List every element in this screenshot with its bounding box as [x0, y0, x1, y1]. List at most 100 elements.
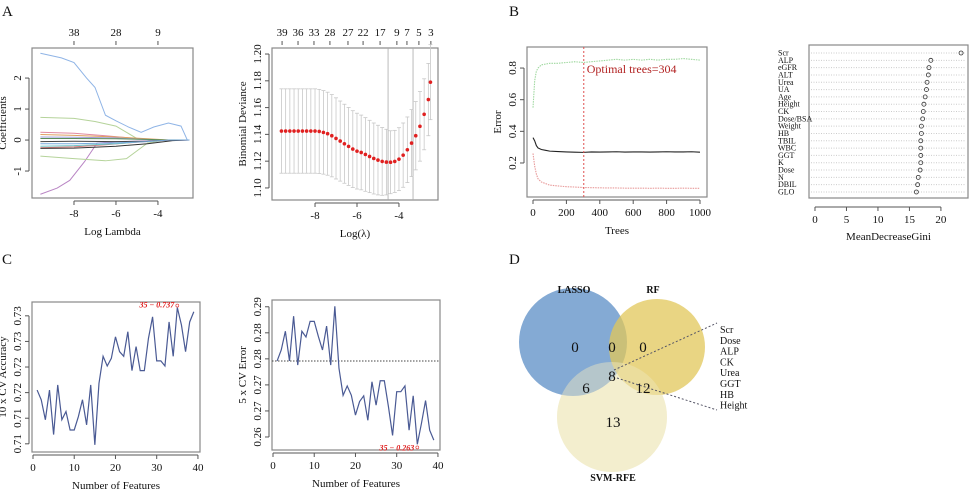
- deviance-point: [426, 97, 431, 102]
- top-tick-label: 3: [428, 27, 434, 39]
- y-axis-title: Binomial Deviance: [237, 81, 249, 166]
- plot-frame: [808, 44, 969, 199]
- feature-label: HB: [778, 129, 789, 138]
- y-tick-label: 0.28: [252, 349, 264, 369]
- feature-label: UA: [778, 85, 790, 94]
- importance-point: [958, 50, 964, 56]
- feature-label: CK: [778, 107, 789, 116]
- deviance-point: [422, 112, 426, 117]
- deviance-point: [392, 159, 397, 164]
- shared-gene: GGT: [720, 379, 741, 390]
- deviance-point: [359, 150, 363, 155]
- deviance-point: [330, 133, 334, 138]
- y-axis-title: 10 x CV Accuracy: [0, 336, 9, 418]
- venn-label-rf: RF: [646, 285, 659, 296]
- feature-label: Urea: [778, 78, 794, 87]
- y-tick-label: 0.73: [12, 331, 24, 351]
- plot-frame: [271, 299, 441, 451]
- shared-gene: Dose: [720, 336, 741, 347]
- shared-gene: Urea: [720, 368, 740, 379]
- optimal-trees-annotation: Optimal trees=304: [587, 62, 677, 76]
- deviance-point: [413, 133, 418, 138]
- y-tick-label: 0.6: [507, 92, 519, 106]
- top-tick-label: 22: [358, 27, 369, 39]
- y-tick-label: 0.2: [507, 156, 519, 170]
- feature-label: Age: [778, 92, 792, 101]
- deviance-point: [384, 160, 389, 164]
- top-tick-label: 39: [277, 27, 289, 39]
- lasso_cv-chart: -8 -6 -4 Log(λ) 1.10 1.12 1.14 1.16 1.18 1.20 Bino…: [237, 27, 439, 240]
- importance-point: [917, 167, 923, 173]
- lasso_coef-chart: -8 -6 -4 Log Lambda -1 0 1 2 Coefficients 38 28 9: [0, 27, 194, 238]
- deviance-point: [418, 124, 422, 129]
- deviance-point: [338, 139, 343, 143]
- x-tick-label: 20: [110, 462, 122, 474]
- importance-point: [915, 174, 921, 180]
- deviance-point: [346, 144, 351, 149]
- deviance-point: [300, 129, 305, 133]
- feature-label: ALP: [778, 56, 794, 65]
- venn-count-lasso-rf: 0: [608, 340, 616, 356]
- importance-point: [919, 131, 924, 136]
- x-tick-label: 10: [309, 460, 321, 472]
- y-tick-label: 0.28: [252, 323, 264, 343]
- venn-circle-rf: [609, 299, 705, 395]
- x-tick-label: 10: [69, 462, 81, 474]
- y-tick-label: 0.72: [12, 357, 24, 376]
- deviance-point: [388, 160, 393, 165]
- deviance-point: [334, 136, 338, 141]
- top-tick-label: 38: [68, 27, 80, 39]
- rf_error-chart: 0 200 400 600 800 1000 Trees 0.2 0.4 0.6 0.8 Error O…: [492, 46, 711, 237]
- best-point-marker: [415, 445, 420, 450]
- venn-count-all: 8: [608, 369, 616, 385]
- panel-label-a: A: [2, 4, 13, 20]
- y-tick-label: 0.26: [252, 427, 264, 447]
- feature-label: DBIL: [778, 180, 797, 189]
- coefficient-path: [40, 52, 188, 141]
- y-tick-label: 0.8: [507, 61, 519, 75]
- top-tick-label: 28: [110, 27, 122, 39]
- coefficient-path: [40, 139, 190, 149]
- plot-frame: [526, 46, 708, 198]
- x-tick-label: 0: [812, 214, 818, 226]
- deviance-point: [288, 129, 292, 133]
- y-tick-label: 0.27: [252, 401, 264, 421]
- importance-point: [920, 109, 926, 114]
- venn-count-svm-only: 13: [606, 415, 621, 431]
- top-tick-label: 27: [342, 27, 354, 39]
- importance-point: [928, 57, 934, 63]
- feature-label: Height: [778, 100, 801, 109]
- deviance-point: [409, 141, 414, 145]
- y-tick-label: 0.29: [252, 297, 264, 317]
- feature-label: GLO: [778, 188, 795, 197]
- plot-frame: [31, 47, 194, 199]
- y-tick-label: 0.72: [12, 383, 24, 402]
- coefficient-path: [40, 139, 190, 145]
- shared-gene: CK: [720, 357, 735, 368]
- feature-label: Dose: [778, 166, 795, 175]
- shared-gene: HB: [720, 390, 734, 401]
- y-tick-label: 0.27: [252, 375, 264, 395]
- x-tick-label: 20: [935, 214, 947, 226]
- feature-label: Weight: [778, 122, 802, 131]
- y-tick-label: 0: [12, 137, 24, 143]
- deviance-point: [401, 153, 405, 157]
- y-tick-label: 2: [12, 75, 24, 81]
- x-tick-label: 400: [592, 207, 609, 219]
- x-tick-label: -8: [69, 208, 79, 220]
- importance-point: [918, 153, 924, 158]
- deviance-point: [279, 129, 284, 133]
- x-tick-label: 40: [192, 462, 204, 474]
- importance-point: [925, 72, 931, 78]
- panel-label-d: D: [509, 252, 520, 268]
- top-tick-label: 9: [155, 27, 161, 39]
- venn-circle-lasso: [519, 288, 627, 396]
- x-tick-label: 40: [432, 460, 444, 472]
- deviance-point: [380, 159, 384, 164]
- top-tick-label: 28: [324, 27, 336, 39]
- importance-point: [915, 182, 921, 188]
- importance-point: [926, 65, 932, 71]
- venn-diagram: LASSO RF SVM-RFE 0 0 0 8 6 12 13 ScrDoseALPCKUreaG…: [519, 285, 747, 484]
- venn-label-svm-rfe: SVM-RFE: [590, 473, 636, 484]
- importance-point: [922, 94, 928, 100]
